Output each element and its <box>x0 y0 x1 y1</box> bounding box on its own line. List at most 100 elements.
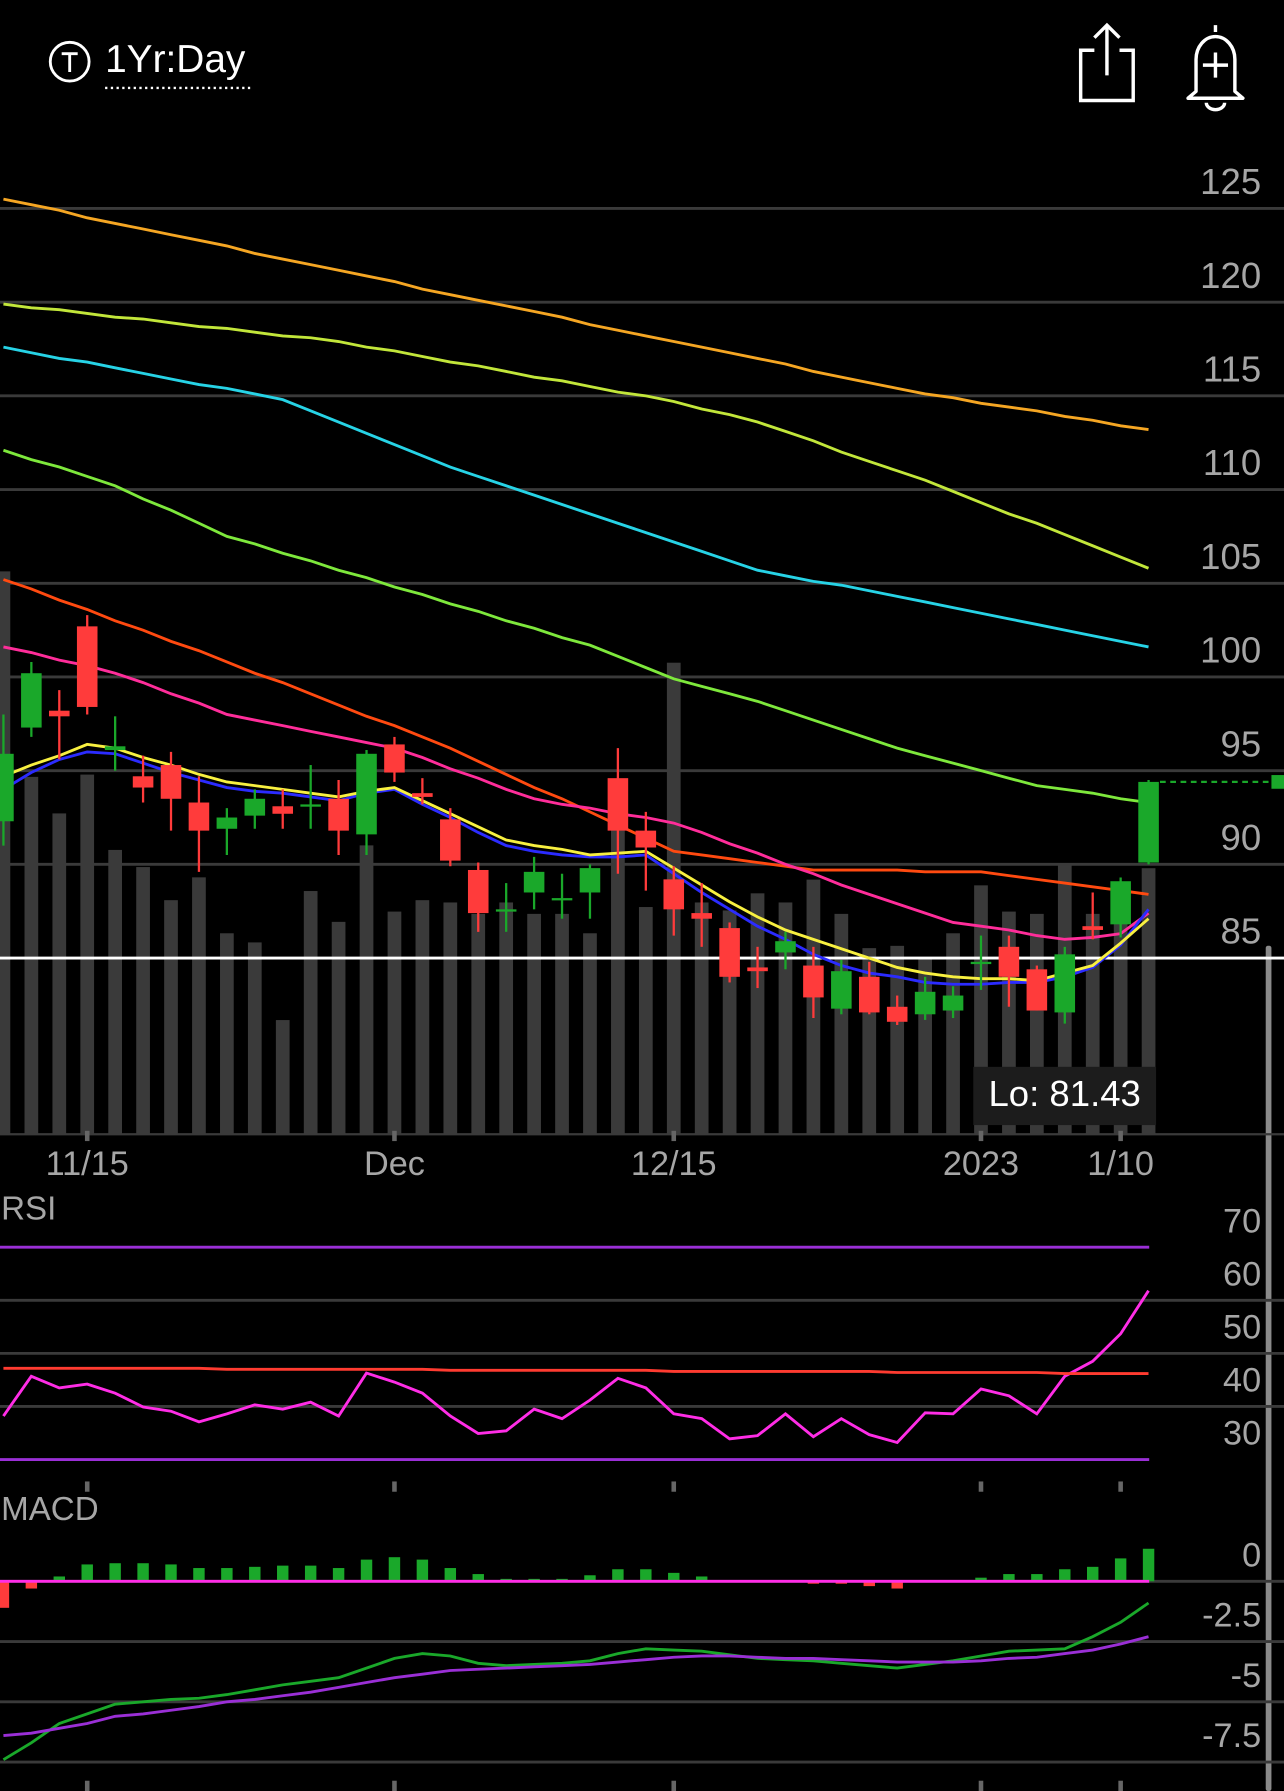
bell-icon <box>1186 25 1245 112</box>
histogram-bar <box>304 1565 317 1582</box>
candle-body <box>858 976 880 1013</box>
histogram-bar <box>25 1581 38 1589</box>
histogram-bar <box>81 1564 93 1582</box>
pane-title: MACD <box>1 1491 99 1528</box>
y-tick-label: 70 <box>1223 1202 1261 1240</box>
candle-body <box>747 967 768 972</box>
volume-bar <box>471 913 486 1135</box>
histogram-bar <box>1114 1558 1127 1582</box>
y-tick-label: 30 <box>1223 1415 1261 1453</box>
histogram-bar <box>1059 1569 1071 1582</box>
volume-bar <box>443 902 458 1135</box>
y-tick-label: 60 <box>1223 1255 1261 1293</box>
y-tick-label: 110 <box>1203 442 1261 483</box>
candle-body <box>1110 881 1131 925</box>
candle-body <box>998 946 1020 977</box>
volume-bar <box>247 942 262 1135</box>
histogram-bar <box>221 1568 233 1582</box>
candle-body <box>21 673 42 728</box>
histogram-bar <box>360 1559 373 1582</box>
last-price-marker <box>1271 775 1284 789</box>
share-button[interactable] <box>1078 22 1135 103</box>
candle-body <box>300 804 321 807</box>
y-tick-label: 0 <box>1242 1536 1261 1574</box>
timeframe-button[interactable]: 1Yr:Day <box>48 38 251 90</box>
histogram-bar <box>53 1576 65 1582</box>
moving-average <box>2 448 1149 804</box>
x-tick-label: Dec <box>364 1145 425 1183</box>
volume-bar <box>555 913 569 1135</box>
histogram-bar <box>332 1568 345 1582</box>
candle-body <box>663 879 685 910</box>
y-tick-label: 115 <box>1203 349 1261 390</box>
share-icon-arrow <box>1093 22 1121 76</box>
histogram-bar <box>584 1575 596 1582</box>
candle-body <box>942 995 964 1011</box>
histogram-bar <box>863 1581 875 1587</box>
histogram-bar <box>1087 1566 1099 1582</box>
volume-bar <box>0 571 11 1135</box>
candle-body <box>216 817 238 829</box>
histogram-bar <box>249 1566 261 1582</box>
histogram-bar <box>1003 1574 1015 1582</box>
volume-bar <box>583 933 597 1135</box>
moving-average <box>3 302 1150 570</box>
candle-body <box>635 830 657 848</box>
candle-body <box>523 871 545 893</box>
moving-average <box>2 742 1150 983</box>
moving-average <box>2 750 1150 986</box>
y-tick-label: 100 <box>1200 630 1261 671</box>
pane-title: RSI <box>1 1191 56 1228</box>
candle-body <box>495 909 517 912</box>
x-tick-label: 12/15 <box>631 1145 717 1183</box>
histogram-bar <box>472 1574 484 1582</box>
macd-line <box>2 1601 1150 1761</box>
y-tick-label: -2.5 <box>1202 1597 1261 1635</box>
volume-bar <box>387 911 402 1135</box>
rsi-line <box>3 1366 1149 1375</box>
moving-average <box>3 645 1150 941</box>
y-tick-label: 85 <box>1220 911 1261 952</box>
histogram-bar <box>1142 1548 1155 1582</box>
volume-bar <box>750 893 765 1135</box>
scrollbar <box>1265 945 1272 1791</box>
moving-average <box>3 197 1149 432</box>
volume-bar <box>80 774 95 1135</box>
alert-button[interactable] <box>1186 25 1245 112</box>
volume-bar <box>415 900 430 1135</box>
x-tick-label: 1/10 <box>1087 1145 1154 1183</box>
y-tick-label: 105 <box>1200 536 1261 577</box>
candle-body <box>49 710 70 717</box>
candle-body <box>691 913 712 919</box>
volume-bar <box>24 776 39 1135</box>
y-tick-label: 125 <box>1200 161 1261 202</box>
y-tick-label: -5 <box>1231 1657 1261 1695</box>
histogram-bar <box>640 1569 652 1582</box>
candle-body <box>914 991 936 1015</box>
histogram-bar <box>416 1559 429 1582</box>
histogram-bar <box>0 1581 10 1608</box>
histogram-bar <box>388 1557 401 1582</box>
histogram-bar <box>193 1568 205 1582</box>
ticker-icon <box>48 40 91 83</box>
candle-body <box>1082 926 1103 930</box>
candle-body <box>328 798 349 831</box>
candle-body <box>272 806 294 814</box>
candle-body <box>412 793 433 797</box>
candle-body <box>384 744 405 773</box>
volume-bar <box>275 1020 290 1135</box>
candle-body <box>579 868 601 893</box>
x-tick-label: 2023 <box>943 1145 1019 1183</box>
volume-bar <box>192 877 206 1135</box>
x-tick-label: 11/15 <box>46 1145 129 1183</box>
histogram-bar <box>444 1568 457 1582</box>
volume-bar <box>220 933 234 1135</box>
volume-bar <box>527 913 541 1135</box>
histogram-bar <box>695 1576 708 1582</box>
volume-bar <box>499 902 514 1135</box>
volume-bar <box>303 891 318 1135</box>
histogram-bar <box>891 1581 903 1589</box>
y-tick-label: 40 <box>1223 1362 1261 1400</box>
